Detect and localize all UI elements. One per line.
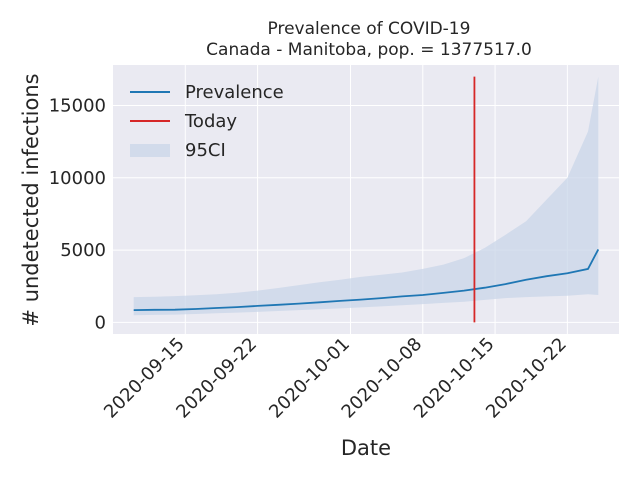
prevalence-line [133,248,600,311]
chart-subtitle: Canada - Manitoba, pop. = 1377517.0 [206,40,532,60]
series-lines [133,76,600,323]
y-tick-label: 5000 [60,240,106,261]
legend-swatch-95ci [130,144,170,157]
legend-label: Prevalence [185,82,284,103]
y-tick-label: 10000 [49,168,106,189]
legend-label: Today [184,111,237,132]
y-tick-label: 0 [95,312,106,333]
y-tick-labels: 0 5000 10000 15000 [49,95,106,333]
ci-band-group [133,76,599,316]
legend: Prevalence Today 95CI [130,82,284,161]
x-axis-label: Date [341,436,391,460]
y-tick-label: 15000 [49,95,106,116]
chart-title: Prevalence of COVID-19 [267,19,471,39]
ci-band [133,76,599,316]
legend-label: 95CI [185,140,226,161]
y-axis-label: # undetected infections [19,73,43,326]
